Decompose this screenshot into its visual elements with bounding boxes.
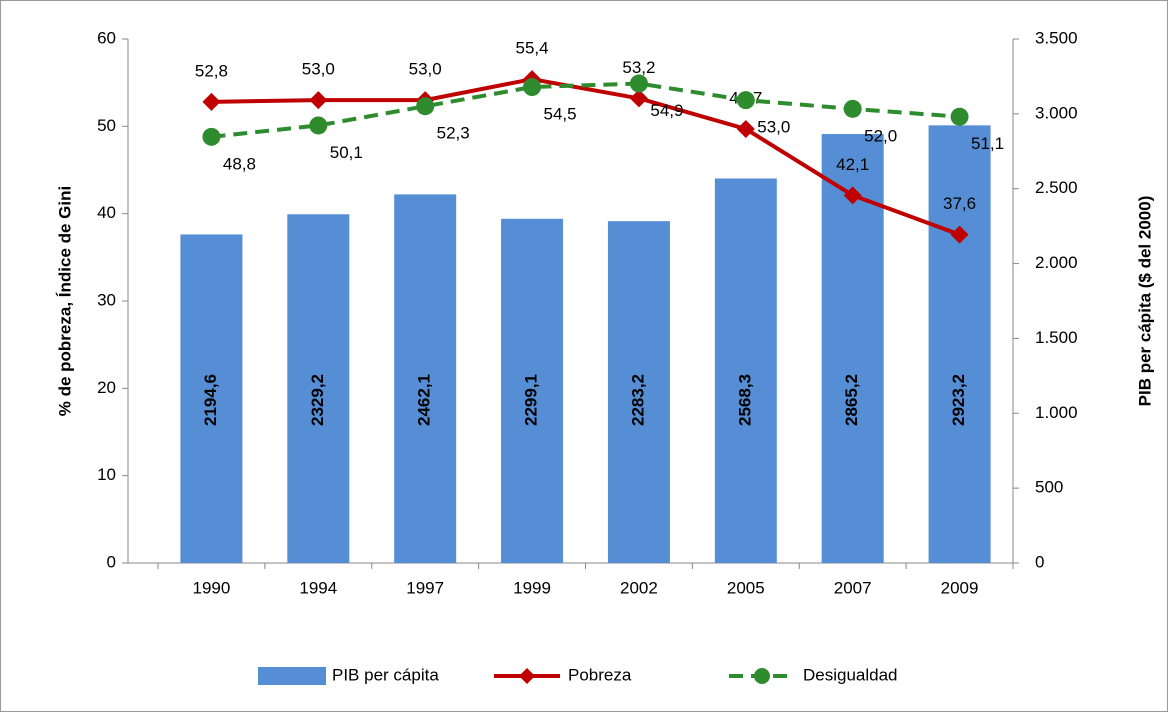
y-tick-label: 20 (97, 378, 116, 397)
line (211, 81, 960, 139)
y2-tick-label: 2.000 (1035, 253, 1078, 272)
y2-tick-label: 2.500 (1035, 178, 1078, 197)
bar-label: 2462,1 (415, 374, 434, 426)
line (211, 77, 961, 237)
data-label: 42,1 (836, 155, 869, 174)
data-label: 48,8 (223, 154, 256, 173)
legend-marker (754, 668, 770, 684)
y2-tick-label: 3.000 (1035, 103, 1078, 122)
data-label: 54,5 (544, 105, 577, 124)
data-label: 52,3 (437, 124, 470, 143)
bar (501, 218, 564, 564)
bar-label: 2568,3 (735, 374, 754, 426)
bar (821, 134, 884, 563)
legend-marker (519, 668, 535, 684)
marker (309, 116, 328, 135)
y-tick-label: 40 (97, 203, 116, 222)
data-label: 53,0 (757, 118, 790, 137)
data-label: 53,2 (622, 58, 655, 77)
y-tick-label: 0 (107, 552, 116, 571)
marker (843, 186, 862, 205)
marker (202, 92, 221, 111)
marker (950, 225, 969, 244)
y-tick-label: 30 (97, 290, 116, 309)
data-label: 54,9 (650, 101, 683, 120)
y2-tick-label: 1.000 (1035, 403, 1078, 422)
y-tick-label: 10 (97, 465, 116, 484)
x-tick-label: 1997 (406, 578, 444, 597)
y2-tick-label: 3.500 (1035, 28, 1078, 47)
x-tick-label: 2007 (834, 578, 872, 597)
bar (928, 125, 991, 564)
bar-label: 2299,1 (522, 374, 541, 426)
marker (523, 78, 542, 97)
y-axis-title: % de pobreza, Índice de Gini (55, 186, 74, 417)
bar-label: 2923,2 (949, 374, 968, 426)
y2-tick-label: 500 (1035, 478, 1063, 497)
data-label: 50,1 (330, 143, 363, 162)
x-tick-label: 1994 (299, 578, 337, 597)
marker (950, 107, 969, 126)
bar-label: 2283,2 (628, 374, 647, 426)
bar (394, 194, 457, 563)
legend-label: Desigualdad (803, 665, 898, 684)
bar-label: 2865,2 (842, 374, 861, 426)
y-tick-label: 50 (97, 116, 116, 135)
legend-label: PIB per cápita (332, 665, 439, 684)
y-tick-label: 60 (97, 28, 116, 47)
data-label: 52,0 (864, 126, 897, 145)
marker (843, 99, 862, 118)
marker (309, 91, 328, 110)
bar (180, 234, 243, 564)
x-tick-label: 2009 (941, 578, 979, 597)
bar-label: 2194,6 (201, 374, 220, 426)
marker (736, 91, 755, 110)
data-label: 53,0 (409, 60, 442, 79)
marker (629, 74, 648, 93)
bar (607, 221, 670, 563)
x-tick-label: 1999 (513, 578, 551, 597)
y2-tick-label: 0 (1035, 552, 1044, 571)
y2-tick-label: 1.500 (1035, 328, 1078, 347)
legend-swatch (258, 667, 326, 685)
bar (287, 214, 350, 563)
marker (202, 127, 221, 146)
data-label: 51,1 (971, 134, 1004, 153)
data-label: 53,0 (302, 60, 335, 79)
x-tick-label: 1990 (193, 578, 231, 597)
data-label: 37,6 (943, 194, 976, 213)
marker (736, 119, 755, 138)
data-label: 55,4 (516, 39, 549, 58)
x-tick-label: 2005 (727, 578, 765, 597)
marker (416, 97, 435, 116)
marker (629, 89, 648, 108)
x-tick-label: 2002 (620, 578, 658, 597)
bar-label: 2329,2 (308, 374, 327, 426)
data-label: 52,8 (195, 61, 228, 80)
y2-axis-title: PIB per cápita ($ del 2000) (1135, 196, 1154, 407)
legend-label: Pobreza (568, 665, 632, 684)
bar (714, 178, 777, 563)
